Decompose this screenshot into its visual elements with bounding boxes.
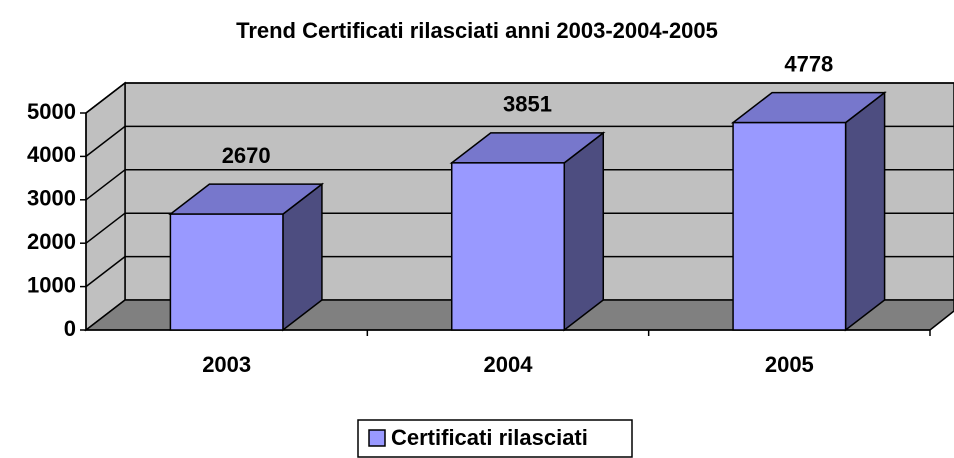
- legend-label: Certificati rilasciati: [391, 425, 588, 450]
- chart-title: Trend Certificati rilasciati anni 2003-2…: [236, 18, 718, 43]
- bar: [169, 213, 284, 331]
- grid-line: [85, 256, 126, 288]
- y-tick-label: 5000: [27, 99, 76, 124]
- y-tick-label: 4000: [27, 142, 76, 167]
- y-tick-label: 2000: [27, 229, 76, 254]
- bar-side: [563, 131, 605, 332]
- x-tick-label: 2005: [765, 352, 814, 377]
- bar: [732, 121, 847, 331]
- legend-swatch: [368, 429, 386, 447]
- grid-line: [85, 212, 126, 244]
- grid-line: [85, 82, 126, 114]
- grid-line: [85, 125, 126, 157]
- x-tick-label: 2004: [484, 352, 534, 377]
- y-tick-label: 1000: [27, 272, 76, 297]
- x-tick-label: 2003: [202, 352, 251, 377]
- data-label: 4778: [784, 51, 833, 76]
- y-tick-label: 0: [64, 316, 76, 341]
- data-label: 2670: [222, 143, 271, 168]
- bar: [450, 162, 566, 331]
- legend: [357, 419, 633, 458]
- y-tick-label: 3000: [27, 186, 76, 211]
- bar-side: [844, 91, 886, 332]
- grid-line: [85, 169, 126, 201]
- data-label: 3851: [503, 92, 552, 117]
- side-wall: [85, 81, 126, 332]
